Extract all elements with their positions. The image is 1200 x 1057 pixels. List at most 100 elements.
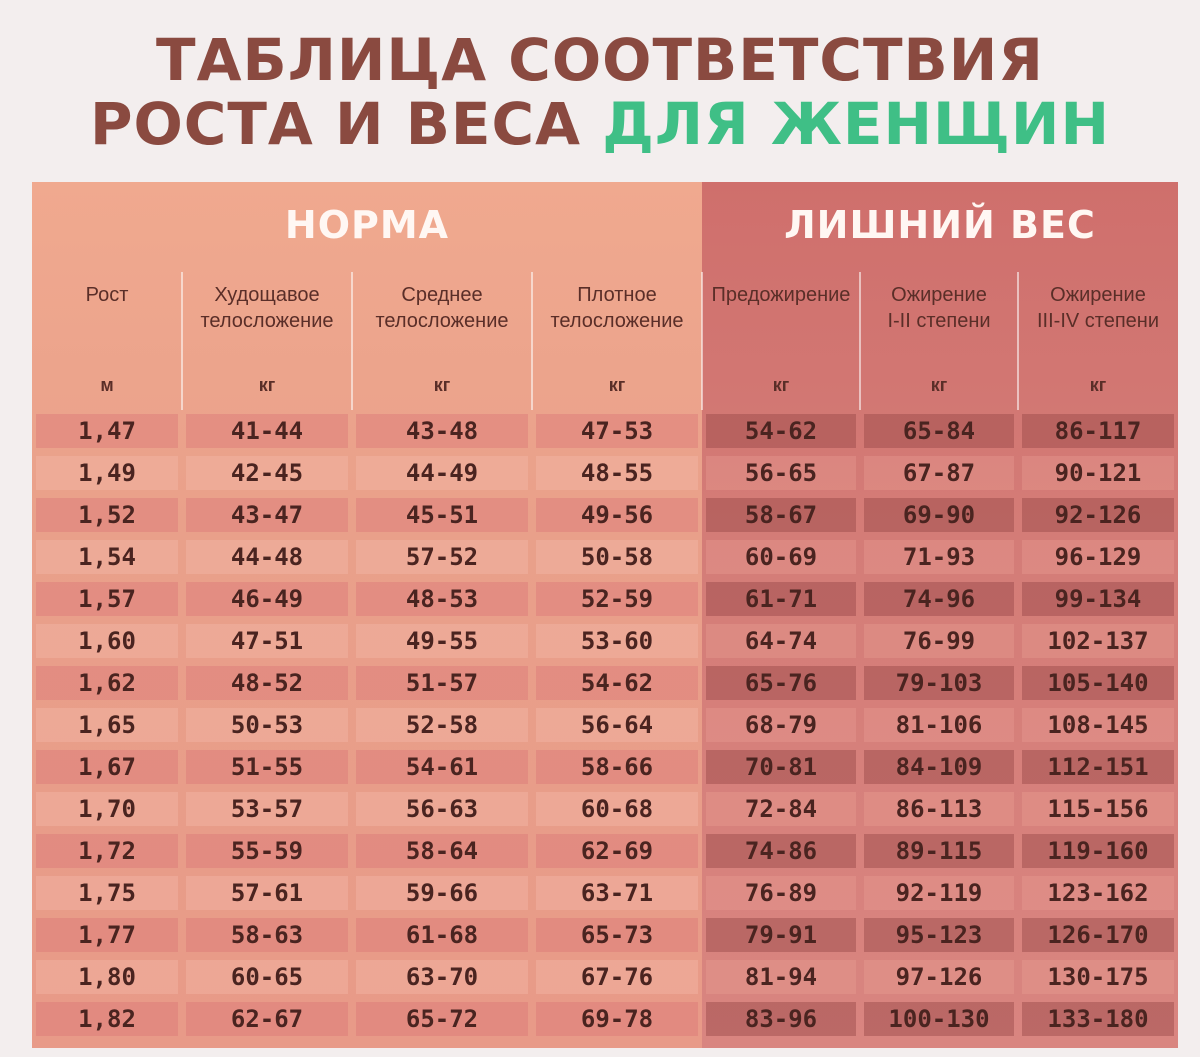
table-row: 1,60 47-51 49-55 53-60 64-74 76-99 102-137 xyxy=(32,620,1178,662)
weight-range-cell: 108-145 xyxy=(1022,708,1174,742)
height-cell: 1,49 xyxy=(36,456,178,490)
weight-range-cell: 76-89 xyxy=(706,876,856,910)
table-row: 1,77 58-63 61-68 65-73 79-91 95-123 126-170 xyxy=(32,914,1178,956)
table-row: 1,75 57-61 59-66 63-71 76-89 92-119 123-162 xyxy=(32,872,1178,914)
weight-range-cell: 81-106 xyxy=(864,708,1014,742)
table-row: 1,52 43-47 45-51 49-56 58-67 69-90 92-126 xyxy=(32,494,1178,536)
weight-range-cell: 56-65 xyxy=(706,456,856,490)
height-cell: 1,82 xyxy=(36,1002,178,1036)
weight-range-cell: 53-60 xyxy=(536,624,698,658)
table-row: 1,70 53-57 56-63 60-68 72-84 86-113 115-156 xyxy=(32,788,1178,830)
column-divider xyxy=(181,272,183,410)
weight-range-cell: 50-53 xyxy=(186,708,348,742)
weight-range-cell: 49-56 xyxy=(536,498,698,532)
column-divider xyxy=(701,272,703,410)
weight-range-cell: 67-76 xyxy=(536,960,698,994)
weight-range-cell: 62-69 xyxy=(536,834,698,868)
column-header-6: Ожирение III-IV степени xyxy=(1018,282,1178,334)
column-unit-4: кг xyxy=(772,375,790,395)
table-row: 1,72 55-59 58-64 62-69 74-86 89-115 119-160 xyxy=(32,830,1178,872)
group-label-excess: ЛИШНИЙ ВЕС xyxy=(784,203,1096,247)
column-unit-2: кг xyxy=(433,375,451,395)
column-header-3: Плотное телосложение xyxy=(532,282,702,334)
weight-range-cell: 44-48 xyxy=(186,540,348,574)
column-header-line: Предожирение xyxy=(711,284,851,306)
weight-range-cell: 47-51 xyxy=(186,624,348,658)
column-header-4: Предожирение xyxy=(702,282,860,308)
weight-range-cell: 130-175 xyxy=(1022,960,1174,994)
height-cell: 1,70 xyxy=(36,792,178,826)
column-header-line: телосложение xyxy=(550,310,684,332)
weight-range-cell: 65-76 xyxy=(706,666,856,700)
weight-range-cell: 60-68 xyxy=(536,792,698,826)
column-unit-5: кг xyxy=(930,375,948,395)
height-cell: 1,77 xyxy=(36,918,178,952)
weight-range-cell: 67-87 xyxy=(864,456,1014,490)
column-header-line: телосложение xyxy=(375,310,509,332)
weight-range-cell: 54-61 xyxy=(356,750,528,784)
page-title: ТАБЛИЦА СООТВЕТСТВИЯ РОСТА И ВЕСА ДЛЯ ЖЕ… xyxy=(0,28,1200,156)
weight-range-cell: 48-52 xyxy=(186,666,348,700)
table-row: 1,47 41-44 43-48 47-53 54-62 65-84 86-117 xyxy=(32,410,1178,452)
weight-range-cell: 90-121 xyxy=(1022,456,1174,490)
height-cell: 1,65 xyxy=(36,708,178,742)
weight-range-cell: 58-66 xyxy=(536,750,698,784)
column-header-line: Плотное xyxy=(577,284,657,306)
column-unit-3: кг xyxy=(608,375,626,395)
column-unit-1: кг xyxy=(258,375,276,395)
weight-range-cell: 89-115 xyxy=(864,834,1014,868)
column-divider xyxy=(1017,272,1019,410)
column-header-2: Среднее телосложение xyxy=(352,282,532,334)
weight-range-cell: 59-66 xyxy=(356,876,528,910)
column-header-line: Ожирение xyxy=(891,284,987,306)
weight-range-cell: 42-45 xyxy=(186,456,348,490)
weight-range-cell: 69-78 xyxy=(536,1002,698,1036)
column-divider xyxy=(531,272,533,410)
column-header-line: Среднее xyxy=(401,284,483,306)
column-unit-0: м xyxy=(100,375,114,395)
column-unit-6: кг xyxy=(1089,375,1107,395)
weight-range-cell: 126-170 xyxy=(1022,918,1174,952)
weight-range-cell: 72-84 xyxy=(706,792,856,826)
weight-range-cell: 56-63 xyxy=(356,792,528,826)
table-row: 1,54 44-48 57-52 50-58 60-69 71-93 96-129 xyxy=(32,536,1178,578)
weight-range-cell: 65-84 xyxy=(864,414,1014,448)
height-cell: 1,75 xyxy=(36,876,178,910)
group-label-norma: НОРМА xyxy=(284,203,450,247)
weight-range-cell: 74-96 xyxy=(864,582,1014,616)
title-line-1: ТАБЛИЦА СООТВЕТСТВИЯ xyxy=(156,26,1044,94)
weight-range-cell: 86-117 xyxy=(1022,414,1174,448)
height-cell: 1,54 xyxy=(36,540,178,574)
column-header-5: Ожирение I-II степени xyxy=(860,282,1018,334)
weight-range-cell: 119-160 xyxy=(1022,834,1174,868)
weight-range-cell: 52-58 xyxy=(356,708,528,742)
weight-range-cell: 48-55 xyxy=(536,456,698,490)
weight-range-cell: 74-86 xyxy=(706,834,856,868)
weight-range-cell: 69-90 xyxy=(864,498,1014,532)
column-header-line: Ожирение xyxy=(1050,284,1146,306)
height-cell: 1,62 xyxy=(36,666,178,700)
height-cell: 1,60 xyxy=(36,624,178,658)
weight-range-cell: 57-61 xyxy=(186,876,348,910)
title-line-2: РОСТА И ВЕСА ДЛЯ ЖЕНЩИН xyxy=(0,92,1200,156)
weight-range-cell: 61-71 xyxy=(706,582,856,616)
weight-range-cell: 54-62 xyxy=(536,666,698,700)
weight-range-cell: 45-51 xyxy=(356,498,528,532)
table-row: 1,80 60-65 63-70 67-76 81-94 97-126 130-175 xyxy=(32,956,1178,998)
weight-range-cell: 92-119 xyxy=(864,876,1014,910)
weight-range-cell: 133-180 xyxy=(1022,1002,1174,1036)
weight-range-cell: 102-137 xyxy=(1022,624,1174,658)
weight-height-table: НОРМА ЛИШНИЙ ВЕС Рост м Худощавое телосложе… xyxy=(32,182,1178,1048)
weight-range-cell: 71-93 xyxy=(864,540,1014,574)
column-header-line: телосложение xyxy=(200,310,334,332)
weight-range-cell: 65-73 xyxy=(536,918,698,952)
weight-range-cell: 60-65 xyxy=(186,960,348,994)
height-cell: 1,57 xyxy=(36,582,178,616)
weight-range-cell: 84-109 xyxy=(864,750,1014,784)
table-row: 1,65 50-53 52-58 56-64 68-79 81-106 108-145 xyxy=(32,704,1178,746)
table-row: 1,57 46-49 48-53 52-59 61-71 74-96 99-134 xyxy=(32,578,1178,620)
weight-range-cell: 50-58 xyxy=(536,540,698,574)
weight-range-cell: 70-81 xyxy=(706,750,856,784)
column-divider xyxy=(859,272,861,410)
column-header-line: Худощавое xyxy=(214,284,320,306)
